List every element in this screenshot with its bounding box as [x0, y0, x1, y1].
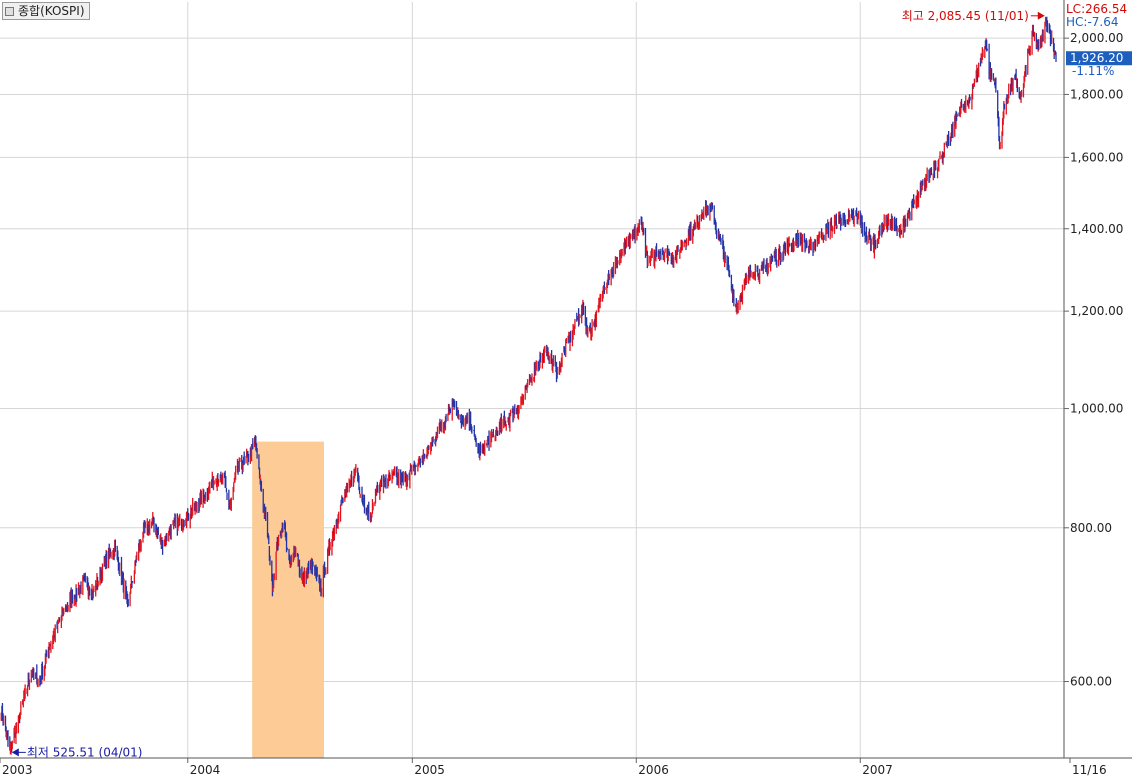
candles-layer — [0, 16, 1057, 755]
x-tick-label: 2003 — [2, 763, 33, 777]
highlight-band — [252, 441, 324, 758]
x-tick-label: 2006 — [638, 763, 669, 777]
toggle-box-icon[interactable] — [5, 6, 14, 16]
y-tick-label: 2,000.00 — [1070, 31, 1123, 45]
y-tick-label: 1,200.00 — [1070, 304, 1123, 318]
y-tick-label: 800.00 — [1070, 521, 1112, 535]
high-annotation: 최고 2,085.45 (11/01) — [902, 9, 1029, 23]
y-tick-label: 600.00 — [1070, 675, 1112, 689]
y-tick-label: 1,800.00 — [1070, 87, 1123, 101]
current-price-badge — [1066, 51, 1132, 66]
current-change-label: -1.11% — [1072, 64, 1114, 78]
x-tick-label: 11/16 — [1072, 763, 1107, 777]
y-axis: 600.00 800.00 1,000.00 1,200.00 1,400.00 1,60… — [1064, 31, 1123, 689]
low-arrow-icon — [11, 748, 19, 757]
chart-title: 종합(KOSPI) — [18, 4, 85, 18]
x-tick-label: 2004 — [190, 763, 221, 777]
x-tick-label: 2005 — [414, 763, 445, 777]
x-axis: 2003 2004 2005 2006 2007 11/16 — [0, 758, 1107, 777]
chart-title-box[interactable]: 종합(KOSPI) — [2, 2, 90, 20]
y-tick-label: 1,000.00 — [1070, 402, 1123, 416]
plot-frame — [0, 0, 1132, 759]
y-tick-label: 1,400.00 — [1070, 222, 1123, 236]
high-arrow-icon — [1037, 11, 1045, 20]
y-tick-label: 1,600.00 — [1070, 150, 1123, 164]
x-tick-label: 2007 — [862, 763, 893, 777]
hc-info: HC:-7.64 — [1066, 15, 1119, 29]
current-price-label: 1,926.20 — [1070, 51, 1123, 65]
lc-info: LC:266.54 — [1066, 2, 1127, 16]
highlight-layer — [252, 441, 324, 758]
low-annotation: 최저 525.51 (04/01) — [27, 745, 143, 759]
